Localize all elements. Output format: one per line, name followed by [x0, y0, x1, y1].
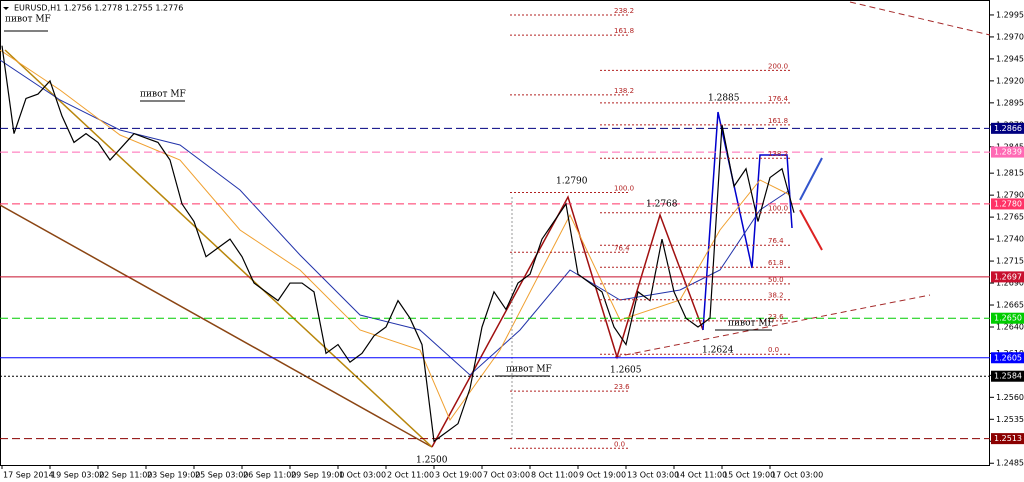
- level-tag: [991, 433, 1024, 445]
- x-tick-label: 1 Oct 03:00: [339, 471, 386, 480]
- fib-label: 200.0: [768, 62, 788, 70]
- y-tick-label: 1.2920: [996, 76, 1024, 85]
- pivot-label: пивот MF: [728, 319, 774, 329]
- fib-label: 161.8: [768, 117, 788, 125]
- y-tick-label: 1.2715: [996, 257, 1024, 266]
- point-label: 1.2768: [646, 200, 678, 210]
- point-label: 1.2624: [702, 346, 734, 356]
- title-arrow: [3, 7, 9, 10]
- level-tag: [991, 146, 1024, 158]
- level-tag: [991, 122, 1024, 134]
- trend-line: [849, 1, 991, 36]
- forecast-arrow: [799, 209, 823, 251]
- x-tick-label: 22 Sep 11:00: [99, 471, 152, 480]
- fib-label: 38.2: [768, 292, 784, 300]
- level-tag: [991, 312, 1024, 324]
- y-tick-label: 1.2815: [996, 169, 1024, 178]
- x-tick-label: 9 Oct 19:00: [579, 471, 626, 480]
- level-tag: [991, 198, 1024, 210]
- x-tick-label: 3 Oct 19:00: [435, 471, 482, 480]
- fib-label: 100.0: [614, 185, 634, 193]
- y-tick-label: 1.2740: [996, 235, 1024, 244]
- trend-line: [0, 204, 433, 448]
- x-tick-label: 8 Oct 11:00: [531, 471, 578, 480]
- level-tag: [991, 352, 1024, 364]
- price-line: [1, 45, 795, 443]
- level-label: 1.2584: [994, 372, 1022, 381]
- y-tick-label: 1.2535: [996, 415, 1024, 424]
- x-tick-label: 14 Oct 11:00: [675, 471, 727, 480]
- x-tick-label: 23 Sep 19:00: [147, 471, 200, 480]
- level-label: 1.2513: [994, 434, 1022, 443]
- x-tick-label: 25 Sep 03:00: [195, 471, 248, 480]
- pivot-label: пивот MF: [140, 90, 186, 100]
- moving-average: [0, 59, 791, 376]
- point-label: 1.2885: [708, 94, 740, 104]
- x-tick-label: 2 Oct 11:00: [387, 471, 434, 480]
- x-tick-label: 19 Sep 03:00: [51, 471, 104, 480]
- level-label: 1.2697: [994, 272, 1022, 281]
- plot-frame: [0, 0, 990, 466]
- trend-line: [4, 49, 433, 448]
- level-label: 1.2866: [994, 124, 1022, 133]
- fib-label: 138.2: [768, 150, 788, 158]
- x-tick-label: 29 Sep 19:00: [291, 471, 344, 480]
- level-label: 1.2605: [994, 353, 1022, 362]
- fib-label: 0.0: [768, 346, 779, 354]
- y-tick-label: 1.2765: [996, 213, 1024, 222]
- fib-label: 23.6: [768, 313, 784, 321]
- level-label: 1.2839: [994, 148, 1022, 157]
- y-tick-label: 1.2640: [996, 322, 1024, 331]
- moving-average: [0, 49, 791, 422]
- fib-label: 76.4: [768, 237, 784, 245]
- level-tag: [991, 271, 1024, 283]
- x-tick-label: 7 Oct 03:00: [483, 471, 530, 480]
- level-label: 1.2780: [994, 199, 1022, 208]
- y-tick-label: 1.2790: [996, 191, 1024, 200]
- fib-label: 100.0: [768, 205, 788, 213]
- y-tick-label: 1.2970: [996, 32, 1024, 41]
- y-tick-label: 1.2665: [996, 301, 1024, 310]
- point-label: 1.2790: [556, 177, 588, 187]
- y-tick-label: 1.2995: [996, 10, 1024, 19]
- fib-label: 161.8: [614, 27, 634, 35]
- trend-line: [614, 294, 931, 358]
- x-tick-label: 17 Oct 03:00: [771, 471, 823, 480]
- fib-label: 138.2: [614, 87, 634, 95]
- fib-label: 76.4: [614, 244, 630, 252]
- x-tick-label: 13 Oct 03:00: [627, 471, 679, 480]
- y-tick-label: 1.2690: [996, 279, 1024, 288]
- point-label: 1.2605: [610, 366, 642, 376]
- y-tick-label: 1.2485: [996, 459, 1024, 468]
- y-tick-label: 1.2895: [996, 98, 1024, 107]
- fib-label: 176.4: [768, 95, 789, 103]
- fib-label: 0.0: [614, 440, 625, 448]
- y-tick-label: 1.2945: [996, 54, 1024, 63]
- level-label: 1.2650: [994, 314, 1022, 323]
- chart-title: EURUSD,H1 1.2756 1.2778 1.2755 1.2776: [14, 4, 183, 13]
- x-tick-label: 15 Oct 19:00: [723, 471, 775, 480]
- fib-label: 50.0: [768, 276, 784, 284]
- pivot-label: пивот MF: [506, 365, 552, 375]
- x-tick-label: 17 Sep 2014: [3, 471, 54, 480]
- level-tag: [991, 370, 1024, 382]
- pivot-label: пивот MF: [5, 15, 51, 25]
- forecast-arrow: [799, 157, 823, 201]
- point-label: 1.2500: [416, 456, 448, 466]
- fib-label: 238.2: [614, 7, 634, 15]
- fib-label: 23.6: [614, 383, 630, 391]
- fib-label: 61.8: [768, 259, 784, 267]
- y-tick-label: 1.2560: [996, 393, 1024, 402]
- x-tick-label: 26 Sep 11:00: [243, 471, 296, 480]
